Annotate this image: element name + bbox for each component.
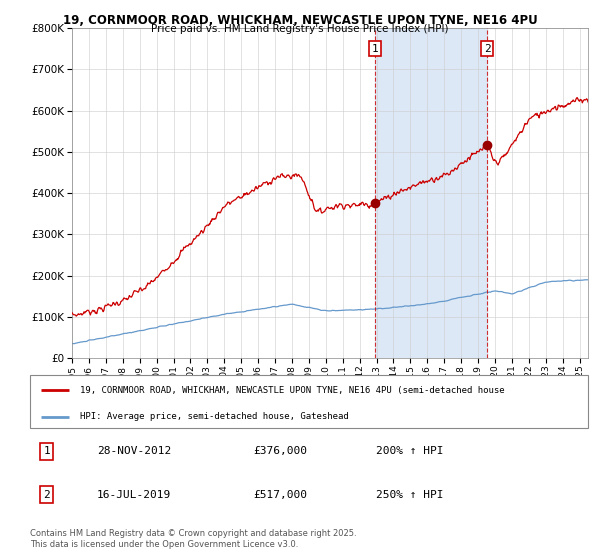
Text: 2: 2 [484,44,491,54]
Text: £517,000: £517,000 [253,490,307,500]
Bar [375,28,487,358]
Text: 28-NOV-2012: 28-NOV-2012 [97,446,171,456]
FancyBboxPatch shape [30,375,588,428]
Text: 16-JUL-2019: 16-JUL-2019 [97,490,171,500]
Text: 200% ↑ HPI: 200% ↑ HPI [376,446,443,456]
Text: 19, CORNMOOR ROAD, WHICKHAM, NEWCASTLE UPON TYNE, NE16 4PU (semi-detached house: 19, CORNMOOR ROAD, WHICKHAM, NEWCASTLE U… [80,386,505,395]
Text: 2: 2 [43,490,50,500]
Text: Contains HM Land Registry data © Crown copyright and database right 2025.
This d: Contains HM Land Registry data © Crown c… [30,529,356,549]
Text: 250% ↑ HPI: 250% ↑ HPI [376,490,443,500]
Text: 1: 1 [43,446,50,456]
Text: £376,000: £376,000 [253,446,307,456]
Text: 19, CORNMOOR ROAD, WHICKHAM, NEWCASTLE UPON TYNE, NE16 4PU: 19, CORNMOOR ROAD, WHICKHAM, NEWCASTLE U… [62,14,538,27]
Text: HPI: Average price, semi-detached house, Gateshead: HPI: Average price, semi-detached house,… [80,412,349,421]
Text: 1: 1 [371,44,379,54]
Text: Price paid vs. HM Land Registry's House Price Index (HPI): Price paid vs. HM Land Registry's House … [151,24,449,34]
